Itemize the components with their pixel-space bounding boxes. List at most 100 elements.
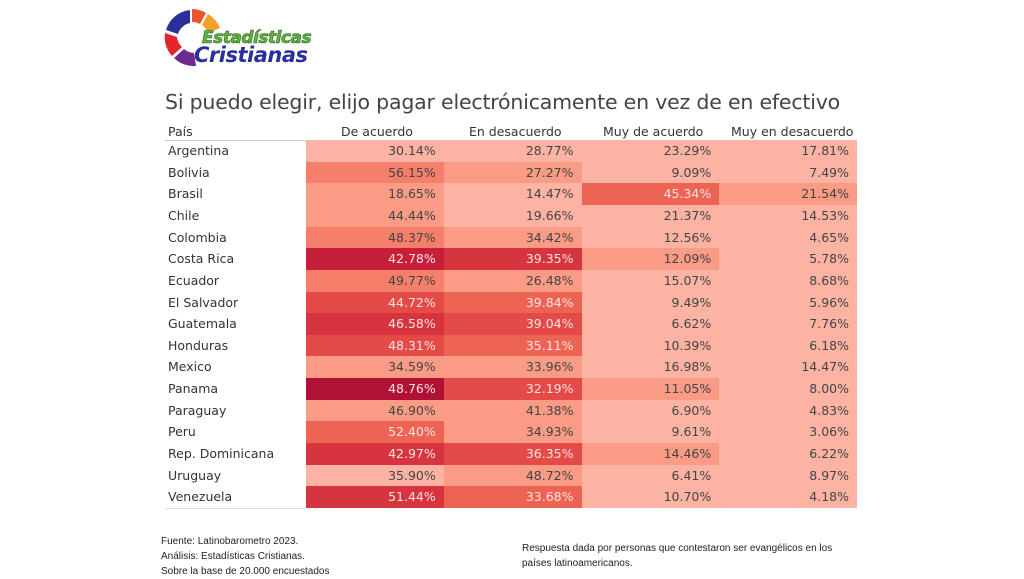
heatmap-cell: 30.14%	[306, 140, 444, 162]
heatmap-cell: 26.48%	[443, 269, 582, 292]
footer-note: Respuesta dada por personas que contesta…	[522, 543, 833, 569]
heatmap-cell: 45.34%	[581, 183, 720, 205]
heatmap-cell: 21.54%	[719, 183, 857, 205]
heatmap-cell: 46.58%	[306, 313, 444, 335]
heatmap-cell: 44.44%	[306, 204, 444, 227]
heatmap-cell: 23.29%	[581, 140, 720, 162]
heatmap-cell: 42.97%	[306, 443, 444, 465]
column-header: En desacuerdo	[469, 124, 562, 139]
heatmap-cell: 34.59%	[306, 356, 444, 379]
heatmap-cell: 8.97%	[719, 464, 857, 487]
heatmap-cell: 44.72%	[306, 291, 444, 314]
heatmap-cell: 52.40%	[306, 421, 444, 444]
heatmap-cell: 32.19%	[443, 378, 582, 400]
row-label: Panama	[168, 381, 219, 397]
logo-ring-icon	[164, 9, 220, 67]
row-label: Rep. Dominicana	[168, 446, 275, 462]
heatmap-cell: 14.47%	[443, 183, 582, 205]
bottom-divider	[165, 508, 306, 509]
heatmap-grid: 30.14% 28.77% 23.29% 17.81% 56.15% 27.27% 9.09…	[306, 140, 857, 508]
heatmap-cell: 34.93%	[443, 421, 582, 444]
heatmap-cell: 39.35%	[443, 248, 582, 270]
heatmap-cell: 6.90%	[581, 399, 720, 422]
row-label: Colombia	[168, 229, 227, 245]
row-label: Honduras	[168, 337, 229, 353]
heatmap-cell: 39.84%	[443, 291, 582, 314]
heatmap-cell: 28.77%	[443, 140, 582, 162]
heatmap-cell: 3.06%	[719, 421, 857, 444]
footer-analysis: Análisis: Estadísticas Cristianas.	[161, 551, 305, 562]
heatmap-cell: 35.90%	[306, 464, 444, 487]
heatmap-cell: 10.39%	[581, 334, 720, 357]
heatmap-cell: 42.78%	[306, 248, 444, 270]
row-label: Ecuador	[168, 272, 220, 288]
footer-base: Sobre la base de 20.000 encuestados	[161, 566, 330, 577]
logo-text-line1: Estadísticas	[202, 28, 312, 48]
heatmap-cell: 49.77%	[306, 269, 444, 292]
row-label: Guatemala	[168, 316, 237, 332]
header-divider	[165, 140, 306, 141]
footer-source: Fuente: Latinobarometro 2023.	[161, 536, 299, 547]
heatmap-cell: 48.72%	[443, 464, 582, 487]
heatmap-cell: 8.00%	[719, 378, 857, 400]
row-label: Uruguay	[168, 467, 222, 483]
logo-text-line2: Cristianas	[194, 43, 308, 67]
heatmap-cell: 14.53%	[719, 204, 857, 227]
heatmap-cell: 10.70%	[581, 486, 720, 508]
column-header: De acuerdo	[341, 124, 413, 139]
heatmap-cell: 51.44%	[306, 486, 444, 508]
row-label: Bolivia	[168, 164, 210, 180]
heatmap-cell: 8.68%	[719, 269, 857, 292]
column-header: Muy en desacuerdo	[731, 124, 854, 139]
heatmap-cell: 33.68%	[443, 486, 582, 508]
heatmap-cell: 9.09%	[581, 161, 720, 184]
row-label: El Salvador	[168, 294, 239, 310]
heatmap-cell: 6.22%	[719, 443, 857, 465]
heatmap-cell: 7.49%	[719, 161, 857, 184]
heatmap-cell: 11.05%	[581, 378, 720, 400]
logo: Estadísticas Cristianas	[160, 6, 350, 70]
row-label: Costa Rica	[168, 251, 235, 267]
heatmap-cell: 21.37%	[581, 204, 720, 227]
heatmap-cell: 5.96%	[719, 291, 857, 314]
heatmap-cell: 17.81%	[719, 140, 857, 162]
heatmap-cell: 18.65%	[306, 183, 444, 205]
heatmap-cell: 6.18%	[719, 334, 857, 357]
row-label: Peru	[168, 424, 196, 440]
row-label: Chile	[168, 207, 200, 223]
heatmap-cell: 14.47%	[719, 356, 857, 379]
heatmap-cell: 6.41%	[581, 464, 720, 487]
heatmap-cell: 39.04%	[443, 313, 582, 335]
column-header: Muy de acuerdo	[603, 124, 704, 139]
heatmap-cell: 33.96%	[443, 356, 582, 379]
heatmap-cell: 19.66%	[443, 204, 582, 227]
row-label: Paraguay	[168, 402, 227, 418]
heatmap-cell: 4.83%	[719, 399, 857, 422]
heatmap-cell: 7.76%	[719, 313, 857, 335]
row-label: Brasil	[168, 186, 203, 202]
heatmap-cell: 16.98%	[581, 356, 720, 379]
heatmap-cell: 36.35%	[443, 443, 582, 465]
heatmap-cell: 4.65%	[719, 226, 857, 249]
row-label: Mexico	[168, 359, 212, 375]
chart-title: Si puedo elegir, elijo pagar electrónica…	[165, 90, 840, 114]
heatmap-cell: 35.11%	[443, 334, 582, 357]
row-header: País	[168, 124, 193, 139]
heatmap-cell: 9.49%	[581, 291, 720, 314]
heatmap-cell: 56.15%	[306, 161, 444, 184]
heatmap-cell: 9.61%	[581, 421, 720, 444]
row-label: Venezuela	[168, 489, 233, 505]
heatmap-cell: 12.09%	[581, 248, 720, 270]
heatmap-cell: 12.56%	[581, 226, 720, 249]
heatmap-cell: 34.42%	[443, 226, 582, 249]
heatmap-cell: 48.37%	[306, 226, 444, 249]
heatmap-cell: 15.07%	[581, 269, 720, 292]
heatmap-cell: 5.78%	[719, 248, 857, 270]
heatmap-cell: 46.90%	[306, 399, 444, 422]
heatmap-cell: 4.18%	[719, 486, 857, 508]
heatmap-cell: 14.46%	[581, 443, 720, 465]
heatmap-cell: 48.76%	[306, 378, 444, 400]
heatmap-cell: 6.62%	[581, 313, 720, 335]
heatmap-cell: 41.38%	[443, 399, 582, 422]
heatmap-cell: 48.31%	[306, 334, 444, 357]
